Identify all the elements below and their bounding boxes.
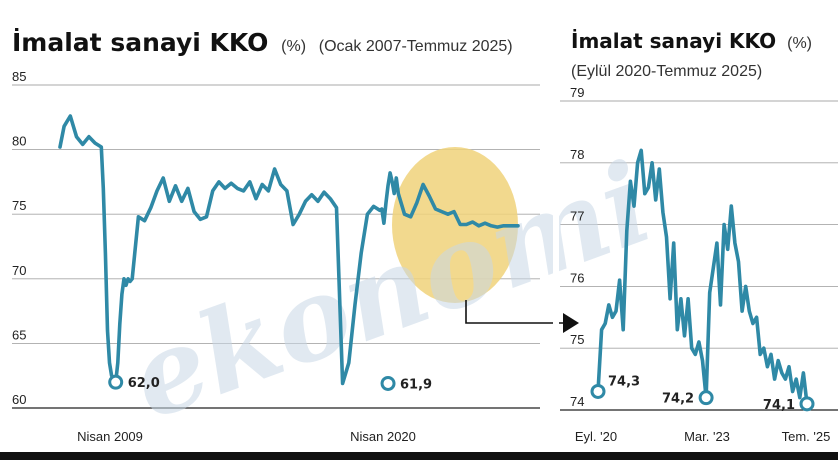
series-line	[58, 114, 520, 386]
bottom-bar	[0, 452, 838, 460]
connector-arrowhead	[563, 313, 579, 333]
annotation-label: 74,1	[763, 398, 795, 413]
y-tick-label: 78	[570, 147, 584, 162]
y-tick-label: 74	[570, 394, 584, 409]
right-chart-subtitle: (Eylül 2020-Temmuz 2025)	[571, 63, 762, 80]
y-tick-label: 85	[12, 69, 26, 84]
x-tick-label: Mar. '23	[684, 429, 730, 444]
annotation-marker	[698, 390, 714, 406]
x-tick-label: Eyl. '20	[575, 429, 617, 444]
x-tick-label: Nisan 2009	[77, 429, 143, 444]
annotation-marker	[799, 396, 815, 412]
annotation-label: 62,0	[128, 376, 160, 391]
series-line	[596, 148, 809, 406]
annotation-marker	[108, 374, 124, 390]
right-chart-title: İmalat sanayi KKO (%)	[571, 29, 812, 53]
y-tick-label: 79	[570, 85, 584, 100]
y-tick-label: 65	[12, 327, 26, 342]
annotation-label: 74,2	[662, 392, 694, 407]
y-tick-label: 76	[570, 270, 584, 285]
annotation-label: 74,3	[608, 374, 640, 389]
x-tick-label: Nisan 2020	[350, 429, 416, 444]
y-tick-label: 70	[12, 263, 26, 278]
connector-line	[465, 300, 565, 324]
x-tick-label: Tem. '25	[782, 429, 831, 444]
y-tick-label: 60	[12, 392, 26, 407]
y-tick-label: 80	[12, 134, 26, 149]
annotation-label: 61,9	[400, 377, 432, 392]
annotation-marker	[380, 375, 396, 391]
y-tick-label: 75	[570, 332, 584, 347]
left-chart-title: İmalat sanayi KKO (%) (Ocak 2007-Temmuz …	[12, 27, 513, 57]
y-tick-label: 75	[12, 198, 26, 213]
y-tick-label: 77	[570, 209, 584, 224]
annotation-marker	[590, 383, 606, 399]
right-gridlines	[560, 100, 838, 411]
